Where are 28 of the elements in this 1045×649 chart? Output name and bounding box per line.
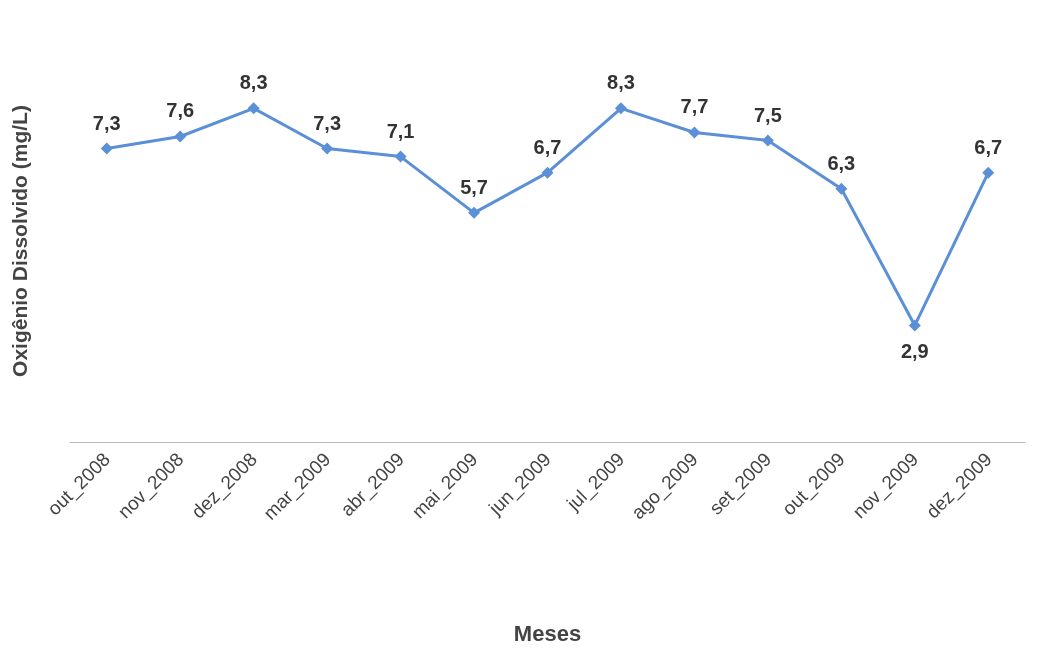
data-label: 6,3	[827, 151, 856, 174]
data-label: 8,3	[239, 71, 268, 94]
data-label: 7,3	[92, 111, 121, 134]
point	[321, 142, 334, 155]
point	[247, 102, 260, 115]
data-label: 7,5	[753, 103, 782, 126]
point	[100, 142, 113, 155]
point	[908, 319, 921, 332]
data-label: 8,3	[607, 71, 635, 94]
point	[688, 126, 701, 139]
data-label: 6,7	[974, 135, 1003, 158]
point	[174, 130, 187, 143]
point	[835, 182, 848, 195]
point	[394, 150, 407, 163]
y-axis-title: Oxigênio Dissolvido (mg/L)	[8, 105, 31, 377]
point	[541, 166, 554, 179]
data-label: 7,6	[166, 99, 195, 122]
point	[468, 206, 481, 219]
data-label: 7,7	[680, 95, 709, 118]
data-label: 6,7	[533, 135, 562, 158]
data-label: 7,1	[386, 119, 415, 142]
data-label: 7,3	[313, 111, 342, 134]
point	[761, 134, 774, 147]
data-label: 2,9	[900, 340, 929, 363]
point	[614, 102, 627, 115]
data-label: 5,7	[460, 175, 488, 198]
x-axis-title: Meses	[513, 620, 582, 646]
point	[982, 166, 995, 179]
